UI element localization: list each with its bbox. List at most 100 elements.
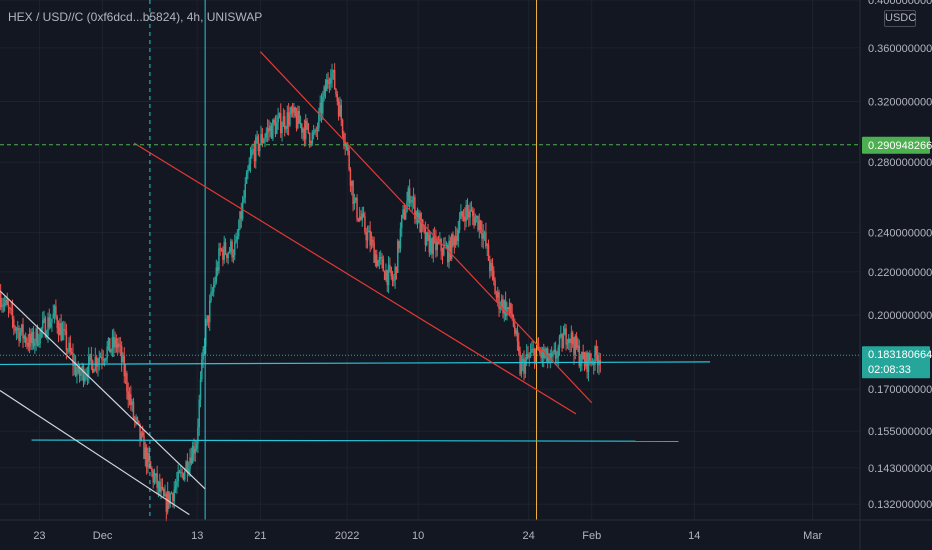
candle-body <box>181 472 183 474</box>
candle-body <box>168 491 170 505</box>
candle-body <box>173 489 175 502</box>
candle-body <box>227 252 229 258</box>
candle-body <box>495 294 498 298</box>
candle-body <box>123 355 126 377</box>
horizontal-support-line[interactable] <box>0 361 711 366</box>
candle-body <box>153 476 156 483</box>
candle-body <box>298 110 300 124</box>
candle-body <box>536 343 538 349</box>
candle-body <box>255 137 257 162</box>
candle-body <box>542 348 545 358</box>
candle-body <box>436 241 438 251</box>
candle-body <box>550 353 553 357</box>
candle-body <box>424 229 427 246</box>
candle-body <box>279 113 282 134</box>
candle-body <box>398 240 400 249</box>
candle-body <box>137 420 140 424</box>
candle-body <box>230 241 232 252</box>
candle-body <box>487 244 490 261</box>
trendline-red[interactable] <box>133 142 577 415</box>
price-axis[interactable]: 0.4000000000 0.3600000000 0.3200000000 0.28… <box>868 0 932 511</box>
candle-body <box>485 232 487 247</box>
trendline-white[interactable] <box>0 290 206 490</box>
candle-body <box>314 130 316 133</box>
bar-countdown-label: 02:08:33 <box>868 364 911 376</box>
candle-body <box>143 435 145 459</box>
candle-body <box>387 264 390 285</box>
candle-body <box>212 285 215 292</box>
candle-body <box>228 251 231 253</box>
trendline-white[interactable] <box>0 389 190 516</box>
candle-body <box>174 485 177 490</box>
candle-body <box>358 216 361 221</box>
highlight-price-label: 0.2909482661 <box>868 140 932 152</box>
candle-body <box>122 355 124 363</box>
candle-body <box>265 132 268 138</box>
horizontal-support-line[interactable] <box>31 439 679 442</box>
candle-body <box>337 101 340 117</box>
candle-body <box>243 197 245 202</box>
candle-body <box>354 197 357 201</box>
candle-body <box>470 209 473 211</box>
candle-body <box>585 352 587 367</box>
candle-body <box>494 280 496 295</box>
time-axis[interactable]: 23 Dec 13 21 2022 10 24 Feb 14 Mar <box>33 530 822 542</box>
candle-body <box>47 317 49 336</box>
candle-body <box>328 83 331 85</box>
candle-body <box>414 197 416 219</box>
candle-body <box>508 303 511 310</box>
candle-body <box>362 213 365 217</box>
candle-body <box>437 241 440 243</box>
symbol-legend[interactable]: HEX / USD//C (0xf6dcd...b5824), 4h, UNIS… <box>8 10 263 24</box>
candle-body <box>32 331 35 346</box>
candle-body <box>381 257 383 260</box>
candle-body <box>335 88 337 95</box>
candle-body <box>540 352 542 358</box>
candle-body <box>56 316 58 328</box>
candle-body <box>144 447 147 459</box>
candle-body <box>147 453 149 468</box>
price-tick-label: 0.3600000000 <box>868 43 932 55</box>
candle-body <box>215 267 218 282</box>
candle-body <box>450 234 453 259</box>
candle-body <box>27 342 30 347</box>
candle-body <box>162 488 165 497</box>
candle-body <box>582 351 584 360</box>
trendline-red[interactable] <box>259 51 593 404</box>
candle-body <box>90 354 93 361</box>
candle-body <box>120 346 123 363</box>
currency-badge[interactable]: USDC <box>884 10 916 27</box>
candle-body <box>524 359 527 374</box>
candle-body <box>496 292 499 298</box>
price-labels: 0.2909482661 0.1831806646 02:08:33 <box>862 136 932 379</box>
candle-body <box>30 333 32 344</box>
candle-body <box>180 472 182 474</box>
candle-body <box>329 78 332 84</box>
chart-drawings[interactable] <box>0 0 860 520</box>
candle-body <box>311 132 314 144</box>
candle-body <box>184 471 186 480</box>
candle-body <box>186 461 189 473</box>
candle-body <box>59 323 61 336</box>
candle-body <box>500 299 503 308</box>
candle-body <box>233 242 236 256</box>
candle-body <box>211 291 214 293</box>
candle-body <box>393 280 395 282</box>
candle-body <box>199 379 202 400</box>
candle-body <box>428 234 431 253</box>
candle-body <box>347 144 349 151</box>
candle-body <box>28 333 31 347</box>
candle-body <box>366 232 369 241</box>
candle-body <box>235 239 237 243</box>
candle-body <box>544 354 546 358</box>
candle-body <box>308 132 311 143</box>
candle-body <box>377 260 379 267</box>
candle-body <box>399 228 402 249</box>
candle-body <box>218 248 220 271</box>
candle-body <box>194 448 197 454</box>
candle-body <box>390 267 392 277</box>
candle-body <box>466 205 469 212</box>
candle-body <box>468 211 470 218</box>
candle-body <box>557 347 559 358</box>
